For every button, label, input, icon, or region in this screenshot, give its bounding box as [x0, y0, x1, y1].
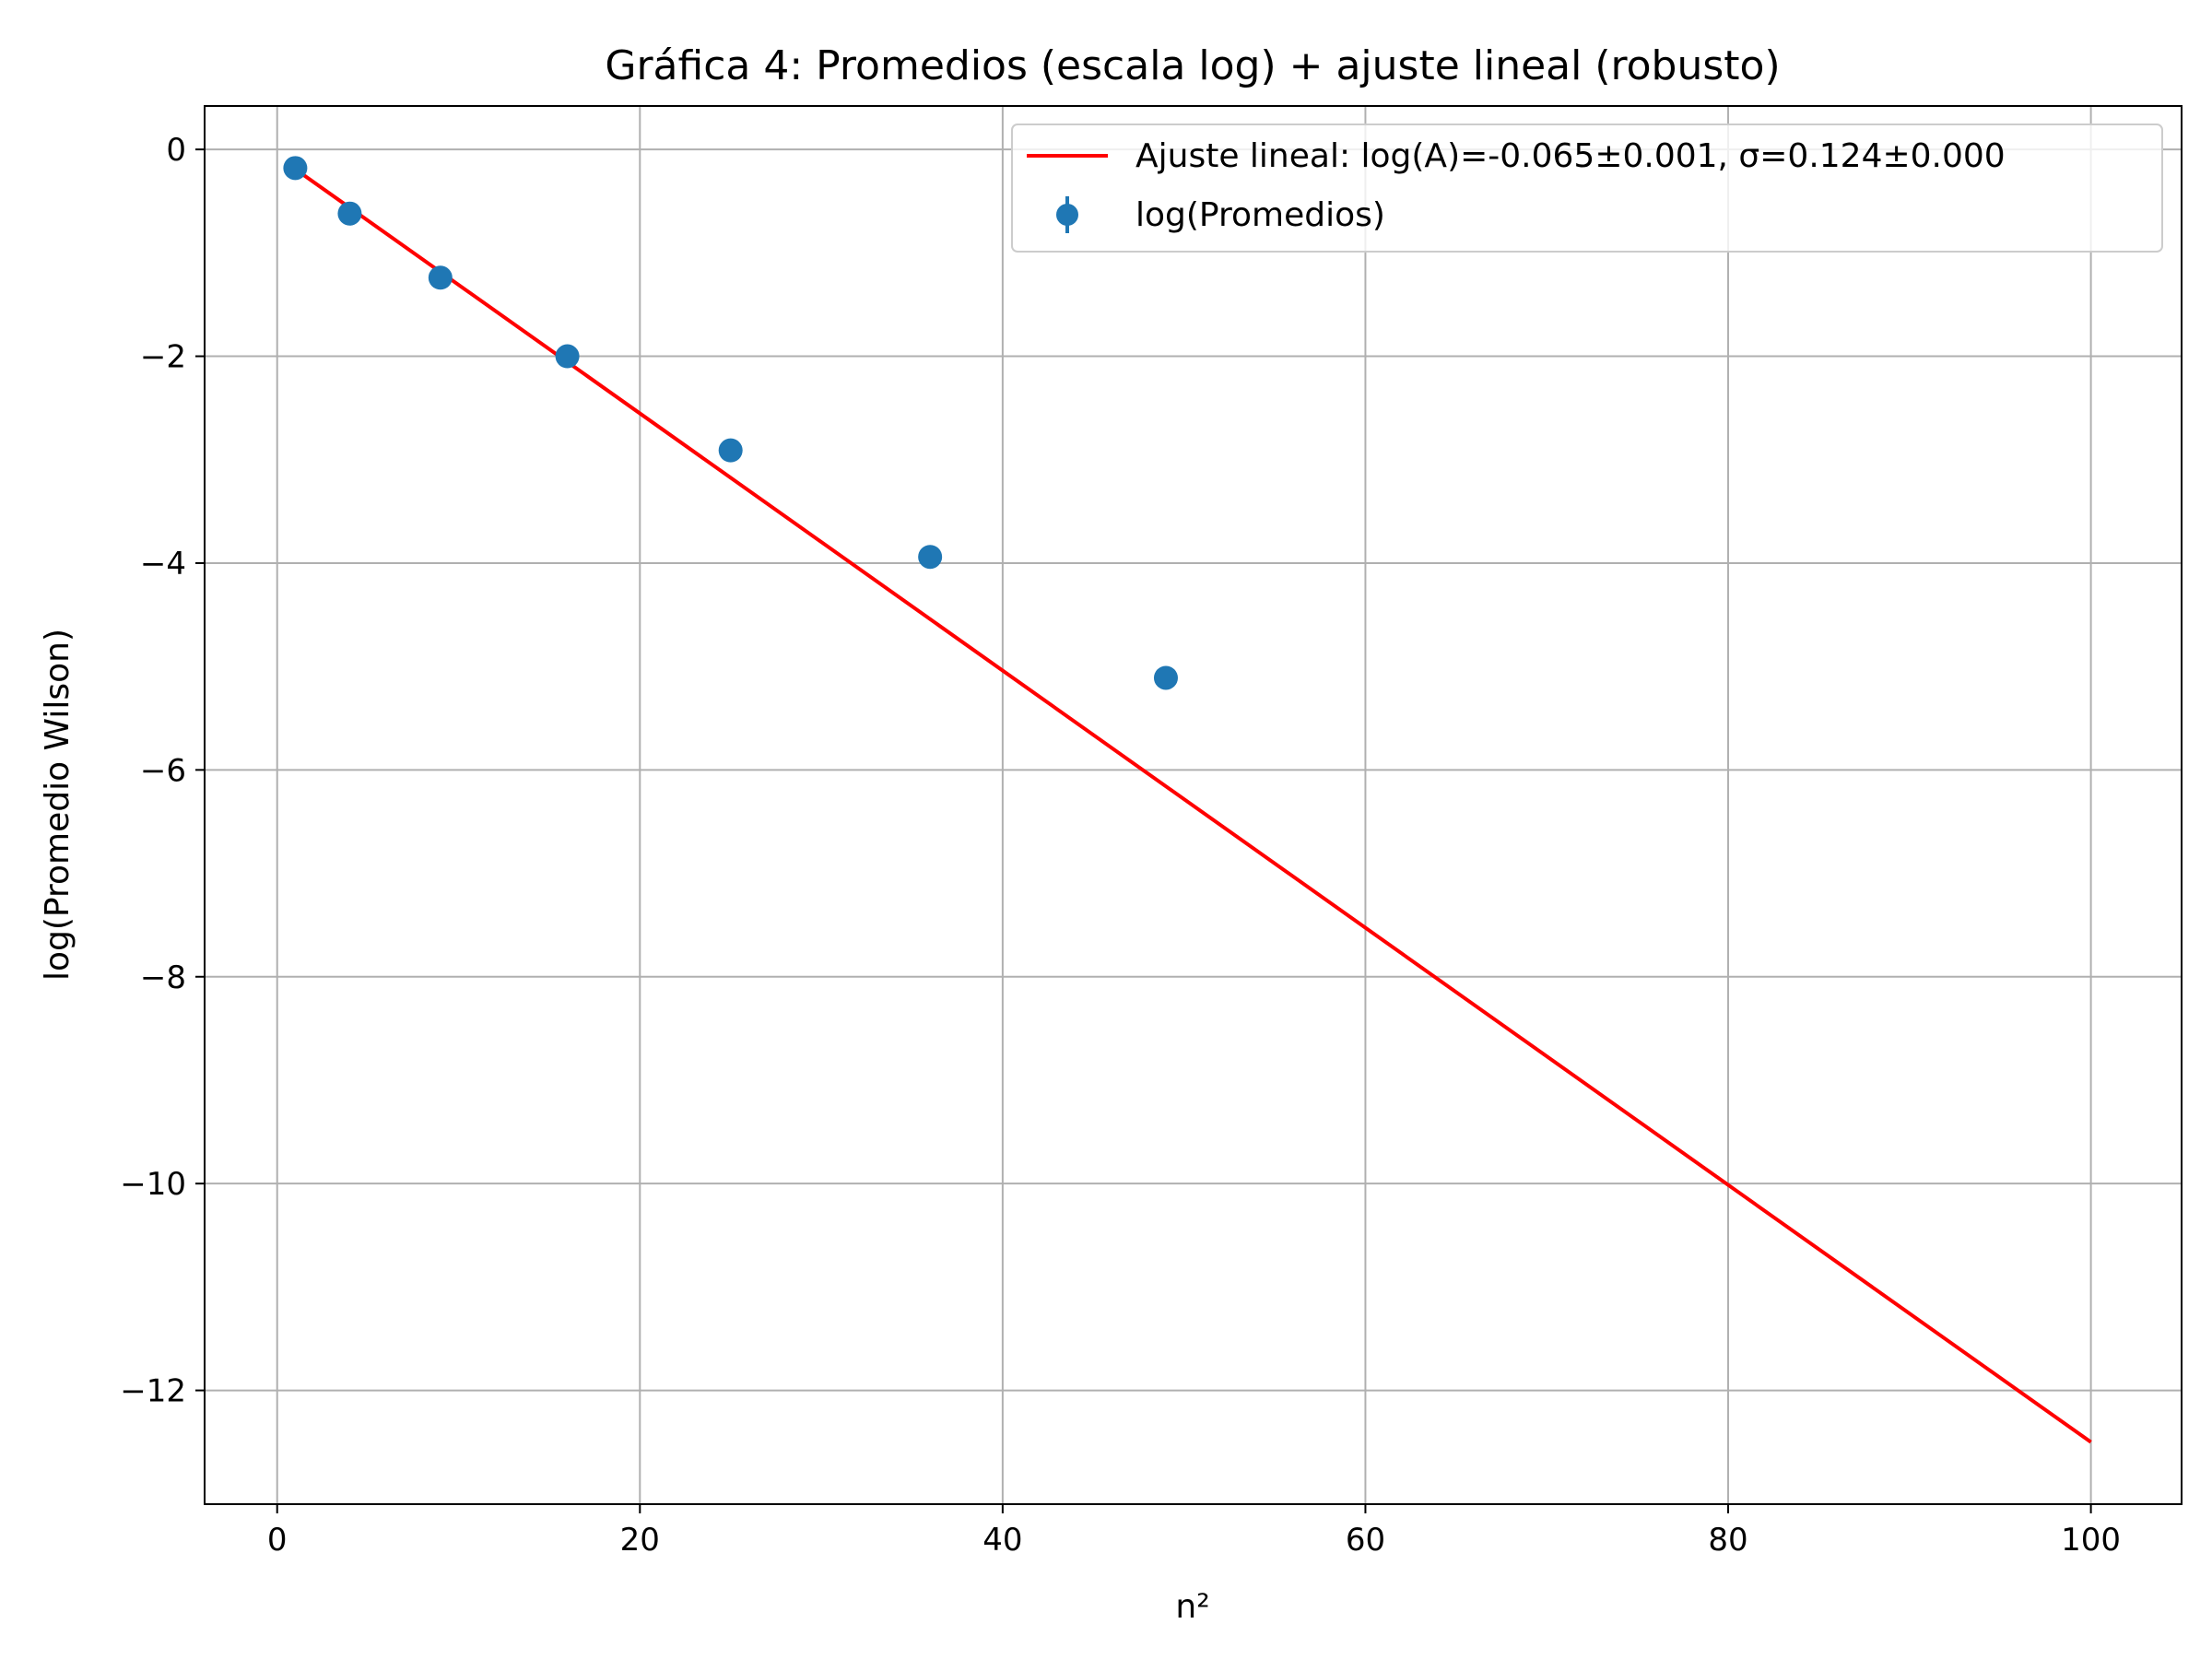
y-tick-label: −12: [120, 1373, 186, 1410]
data-point: [1153, 665, 1178, 690]
y-tick-label: −4: [140, 546, 186, 582]
plot-frame: [204, 105, 2183, 1505]
legend-box: [1011, 124, 2163, 253]
legend: Ajuste lineal: log(A)=-0.065±0.001, σ=0.…: [1011, 124, 2163, 253]
y-tick-label: −2: [140, 339, 186, 376]
legend-marker-swatch: [1056, 204, 1078, 226]
x-tick-label: 20: [620, 1522, 660, 1559]
legend-label-points: log(Promedios): [1135, 196, 1385, 234]
y-axis-label: log(Promedio Wilson): [39, 629, 76, 981]
data-point: [337, 201, 362, 226]
y-tick-label: −8: [140, 959, 186, 996]
data-point: [555, 344, 580, 369]
x-tick-label: 0: [267, 1522, 288, 1559]
data-point: [718, 438, 743, 463]
series-layer: [283, 156, 2092, 1444]
x-axis-label: n²: [1175, 1588, 1209, 1626]
legend-label-fit: Ajuste lineal: log(A)=-0.065±0.001, σ=0.…: [1135, 137, 2006, 175]
chart-title: Gráfica 4: Promedios (escala log) + ajus…: [605, 42, 1780, 89]
data-point: [918, 545, 943, 570]
x-tick-label: 100: [2061, 1522, 2121, 1559]
x-tick-label: 80: [1708, 1522, 1747, 1559]
data-point: [428, 265, 453, 290]
y-tick-label: 0: [166, 132, 186, 169]
data-point: [283, 156, 308, 181]
y-tick-label: −10: [120, 1166, 186, 1203]
fit-line: [294, 167, 2092, 1444]
x-tick-label: 40: [982, 1522, 1022, 1559]
x-tick-label: 60: [1346, 1522, 1385, 1559]
y-tick-label: −6: [140, 752, 186, 789]
ticks: 0 20 40 60 80 100 0 −2 −4 −6 −8 −10 −12: [120, 132, 2121, 1559]
